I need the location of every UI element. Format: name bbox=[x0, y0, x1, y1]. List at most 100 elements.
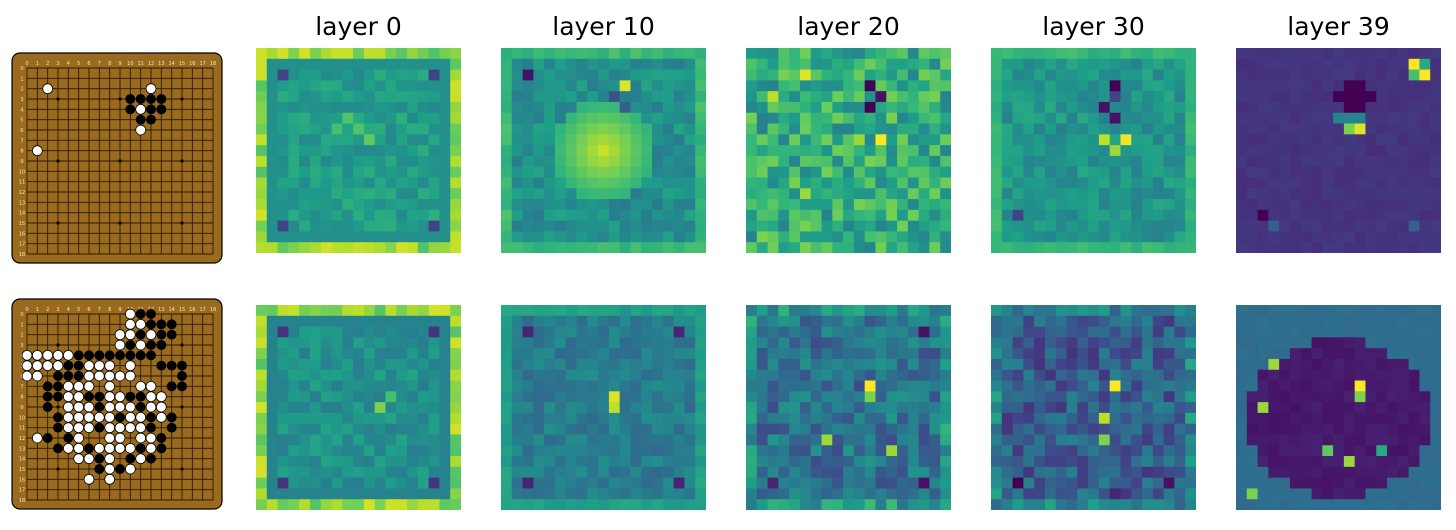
heatmap-cell bbox=[1034, 48, 1046, 60]
heatmap-cell bbox=[1142, 423, 1154, 436]
heatmap-cell bbox=[1419, 337, 1431, 349]
heatmap-cell bbox=[501, 48, 513, 60]
heatmap-cell bbox=[641, 358, 653, 371]
heatmap-cell bbox=[1236, 69, 1248, 81]
heatmap-cell bbox=[1174, 488, 1186, 500]
heatmap-cell bbox=[1300, 134, 1313, 146]
heatmap-cell bbox=[1077, 69, 1089, 81]
heatmap-cell bbox=[630, 177, 642, 189]
heatmap-cell bbox=[277, 358, 289, 371]
heatmap-cell bbox=[1034, 80, 1046, 92]
heatmap-cell bbox=[1034, 348, 1046, 360]
heatmap-cell bbox=[767, 58, 779, 71]
heatmap-cell bbox=[746, 380, 758, 392]
heatmap-cell bbox=[565, 380, 578, 392]
heatmap-cell bbox=[1365, 380, 1377, 392]
heatmap-cell bbox=[619, 337, 632, 349]
heatmap-cell bbox=[277, 412, 289, 425]
heatmap-cell bbox=[875, 499, 887, 510]
heatmap-cell bbox=[907, 155, 920, 168]
heatmap-cell bbox=[695, 155, 706, 168]
heatmap-cell bbox=[695, 91, 706, 103]
heatmap-cell bbox=[501, 242, 513, 253]
heatmap-cell bbox=[1120, 380, 1132, 392]
heatmap-cell bbox=[522, 145, 534, 157]
heatmap-cell bbox=[1246, 326, 1259, 338]
heatmap-cell bbox=[299, 434, 311, 446]
heatmap-cell bbox=[1387, 499, 1399, 510]
heatmap-cell bbox=[1012, 326, 1024, 338]
heatmap-cell bbox=[991, 145, 1003, 157]
heatmap-cell bbox=[1023, 101, 1035, 114]
heatmap-cell bbox=[587, 48, 599, 60]
heatmap-cell bbox=[309, 348, 322, 360]
heatmap-cell bbox=[778, 305, 790, 317]
heatmap-cell bbox=[907, 101, 920, 114]
heatmap-cell bbox=[1311, 445, 1323, 457]
heatmap-cell bbox=[353, 477, 365, 490]
heatmap-cell bbox=[1430, 456, 1441, 468]
heatmap-cell bbox=[1246, 337, 1259, 349]
heatmap-cell bbox=[266, 402, 279, 414]
heatmap-cell bbox=[1131, 101, 1143, 114]
heatmap-cell bbox=[1152, 242, 1165, 253]
heatmap-cell bbox=[756, 166, 769, 179]
heatmap-cell bbox=[1397, 456, 1410, 468]
heatmap-cell bbox=[417, 220, 430, 233]
heatmap-cell bbox=[501, 231, 513, 243]
heatmap-cell bbox=[875, 391, 887, 403]
heatmap-cell bbox=[652, 177, 664, 189]
heatmap-cell bbox=[619, 466, 632, 479]
heatmap-cell bbox=[1354, 58, 1367, 71]
heatmap-cell bbox=[1430, 166, 1441, 179]
heatmap-cell bbox=[767, 488, 779, 500]
heatmap-cell bbox=[565, 231, 578, 243]
heatmap-cell bbox=[843, 242, 855, 253]
heatmap-cell bbox=[353, 423, 365, 436]
heatmap-cell bbox=[746, 412, 758, 425]
heatmap-cell bbox=[587, 199, 599, 211]
heatmap-cell bbox=[1300, 315, 1313, 328]
heatmap-cell bbox=[1257, 145, 1269, 157]
heatmap-cell bbox=[533, 305, 545, 317]
white-stone bbox=[145, 380, 157, 392]
heatmap-cell bbox=[1044, 337, 1057, 349]
heatmap-cell bbox=[428, 155, 441, 168]
heatmap-cell bbox=[417, 199, 430, 211]
heatmap-cell bbox=[929, 166, 941, 179]
heatmap-cell bbox=[598, 112, 610, 125]
heatmap-cell bbox=[522, 134, 534, 146]
heatmap-cell bbox=[929, 445, 941, 457]
heatmap-cell bbox=[1088, 199, 1100, 211]
heatmap-cell bbox=[1354, 348, 1367, 360]
black-stone bbox=[63, 433, 74, 443]
heatmap-cell bbox=[1236, 305, 1248, 317]
black-stone bbox=[94, 350, 105, 361]
heatmap-cell bbox=[778, 456, 790, 468]
heatmap-cell bbox=[1098, 220, 1111, 233]
heatmap-cell bbox=[810, 380, 823, 392]
heatmap-cell bbox=[630, 434, 642, 446]
heatmap-cell bbox=[1333, 199, 1345, 211]
heatmap-cell bbox=[1109, 488, 1122, 500]
heatmap-cell bbox=[1131, 58, 1143, 71]
heatmap-cell bbox=[1066, 58, 1078, 71]
heatmap-cell bbox=[1185, 123, 1196, 135]
heatmap-cell bbox=[256, 112, 268, 125]
heatmap-cell bbox=[673, 231, 686, 243]
heatmap-cell bbox=[511, 177, 524, 189]
heatmap-cell bbox=[1333, 380, 1345, 392]
heatmap-cell bbox=[832, 326, 844, 338]
heatmap-cell bbox=[1300, 369, 1313, 382]
heatmap-cell bbox=[554, 231, 567, 243]
heatmap-cell bbox=[1408, 434, 1421, 446]
heatmap-cell bbox=[778, 380, 790, 392]
heatmap-cell bbox=[385, 231, 397, 243]
heatmap-cell bbox=[256, 242, 268, 253]
heatmap-cell bbox=[630, 380, 642, 392]
heatmap-cell bbox=[522, 231, 534, 243]
heatmap-cell bbox=[810, 112, 823, 125]
black-stone bbox=[146, 340, 156, 350]
heatmap-cell bbox=[554, 155, 567, 168]
heatmap-cell bbox=[501, 123, 513, 135]
